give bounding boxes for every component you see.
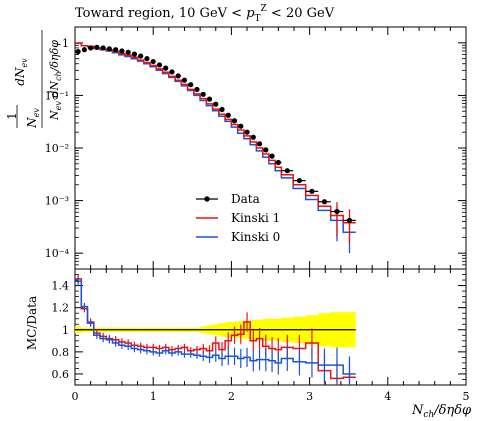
series-kinski-1	[75, 42, 356, 244]
legend-label-kinski-1: Kinski 1	[231, 211, 280, 225]
series-data	[75, 44, 356, 223]
main-y-axis-label: 1 Nev dNev Nev dNch/δηδφ	[5, 30, 63, 129]
data-point	[181, 77, 188, 83]
data-point	[206, 96, 213, 102]
legend: Data Kinski 1 Kinski 0	[196, 192, 280, 244]
data-point	[131, 51, 138, 57]
legend-entry-kinski-1: Kinski 1	[196, 211, 280, 225]
data-point	[138, 53, 144, 59]
ratio-y-tick-label: 1.2	[52, 302, 70, 315]
ratio-step-line-kinski-1	[75, 278, 356, 380]
svg-text:dNev: dNev	[13, 58, 29, 86]
data-point	[309, 188, 315, 194]
legend-entry-data: Data	[196, 192, 260, 206]
data-point	[194, 86, 200, 93]
x-tick-label: 2	[228, 390, 235, 403]
data-point	[106, 46, 113, 52]
data-point	[163, 65, 169, 71]
legend-entry-kinski-0: Kinski 0	[196, 230, 280, 244]
data-point	[219, 106, 225, 113]
data-point	[269, 153, 275, 159]
y-tick-label: 10⁻²	[45, 142, 69, 155]
ratio-y-tick-label: 0.6	[52, 368, 70, 381]
data-point	[284, 168, 290, 174]
svg-text:Nev: Nev	[25, 108, 41, 129]
data-point	[94, 44, 100, 50]
svg-text:1: 1	[5, 112, 19, 120]
ratio-step-line-kinski-0	[75, 280, 356, 375]
data-point	[125, 49, 131, 55]
data-point	[156, 62, 163, 68]
x-tick-label: 0	[72, 390, 79, 403]
x-tick-label: 4	[384, 390, 391, 403]
data-point	[144, 56, 150, 62]
data-point	[263, 147, 269, 153]
x-tick-label: 3	[306, 390, 313, 403]
legend-label-data: Data	[231, 192, 260, 206]
data-point	[225, 112, 231, 118]
ratio-y-tick-label: 0.8	[52, 346, 70, 359]
data-point	[200, 91, 206, 97]
data-point	[334, 208, 340, 215]
ratio-series-kinski-0	[75, 276, 356, 385]
x-axis-label: Nch/δηδφ	[411, 403, 472, 420]
series-kinski-0	[75, 42, 356, 254]
data-point	[119, 48, 125, 54]
main-plot: 10⁻⁴ 10⁻³ 10⁻² 10⁻¹ 1	[45, 26, 467, 270]
data-point	[296, 177, 303, 184]
data-point	[256, 141, 263, 147]
data-point	[213, 101, 219, 107]
data-point	[100, 45, 106, 51]
y-tick-label: 10⁻³	[45, 195, 69, 208]
data-point	[188, 82, 194, 88]
legend-label-kinski-0: Kinski 0	[231, 230, 280, 244]
data-point	[150, 58, 156, 65]
step-line-kinski-1	[75, 42, 356, 224]
step-line-kinski-0	[75, 42, 356, 233]
data-point	[81, 47, 87, 53]
data-point	[321, 199, 328, 205]
x-tick-label: 5	[463, 390, 470, 403]
data-point	[250, 134, 256, 140]
y-tick-label: 10⁻¹	[45, 89, 69, 102]
chart-title: Toward region, 10 GeV < pTZ < 20 GeV	[75, 4, 335, 24]
svg-text:Nev dNch/δηδφ: Nev dNch/δηδφ	[48, 40, 63, 121]
ratio-plot: 0.6 0.8 1 1.2 1.4 0 1 2 3 4 5	[52, 268, 470, 403]
data-point	[88, 45, 94, 51]
data-point	[169, 69, 175, 75]
data-point	[75, 49, 81, 55]
data-point	[346, 217, 353, 223]
ratio-y-tick-label: 1.4	[52, 280, 70, 293]
data-point	[175, 73, 181, 79]
data-point	[238, 123, 244, 129]
data-point	[275, 159, 281, 166]
data-point	[113, 47, 119, 53]
ratio-y-axis-label: MC/Data	[25, 296, 39, 350]
data-point	[231, 118, 238, 124]
y-tick-label: 10⁻⁴	[45, 247, 70, 260]
ratio-y-tick-label: 1	[62, 324, 69, 337]
data-point	[244, 129, 250, 135]
y-tick-label: 1	[62, 37, 69, 50]
x-tick-label: 1	[150, 390, 157, 403]
